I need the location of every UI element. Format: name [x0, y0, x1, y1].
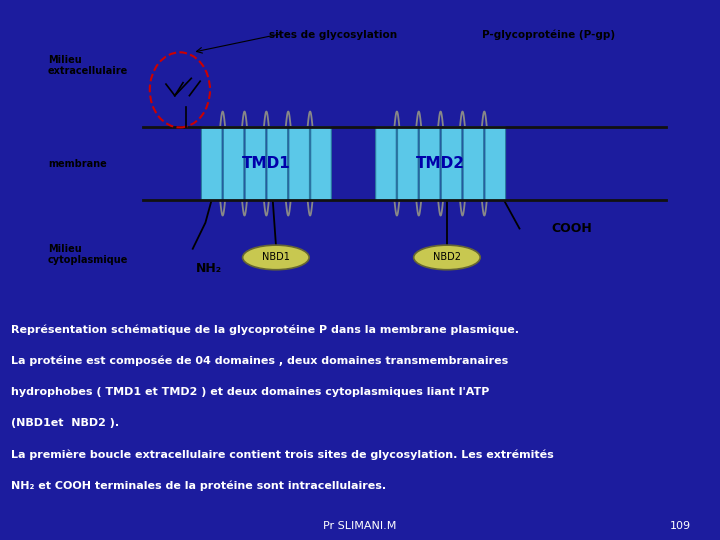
Text: hydrophobes ( TMD1 et TMD2 ) et deux domaines cytoplasmiques liant l'ATP: hydrophobes ( TMD1 et TMD2 ) et deux dom… [11, 387, 489, 397]
Ellipse shape [414, 245, 480, 269]
Text: Milieu
cytoplasmique: Milieu cytoplasmique [48, 244, 128, 265]
FancyBboxPatch shape [419, 126, 440, 200]
Text: (NBD1et  NBD2 ).: (NBD1et NBD2 ). [11, 418, 119, 428]
Text: membrane: membrane [48, 159, 107, 168]
FancyBboxPatch shape [441, 126, 462, 200]
Text: La première boucle extracellulaire contient trois sites de glycosylation. Les ex: La première boucle extracellulaire conti… [11, 449, 554, 460]
FancyBboxPatch shape [245, 126, 266, 200]
Text: sites de glycosylation: sites de glycosylation [269, 30, 397, 40]
Text: Milieu
extracellulaire: Milieu extracellulaire [48, 55, 128, 76]
Text: La protéine est composée de 04 domaines , deux domaines transmembranaires: La protéine est composée de 04 domaines … [11, 355, 508, 366]
Ellipse shape [243, 245, 309, 269]
Text: NH₂ et COOH terminales de la protéine sont intracellulaires.: NH₂ et COOH terminales de la protéine so… [11, 481, 386, 491]
Text: NBD1: NBD1 [262, 252, 290, 262]
Text: Pr SLIMANI.M: Pr SLIMANI.M [323, 521, 397, 531]
Text: NH₂: NH₂ [196, 262, 222, 275]
FancyBboxPatch shape [267, 126, 287, 200]
FancyBboxPatch shape [485, 126, 505, 200]
FancyBboxPatch shape [311, 126, 331, 200]
Text: TMD2: TMD2 [416, 156, 465, 171]
FancyBboxPatch shape [289, 126, 310, 200]
FancyBboxPatch shape [223, 126, 244, 200]
FancyBboxPatch shape [202, 126, 222, 200]
FancyBboxPatch shape [376, 126, 396, 200]
Text: COOH: COOH [552, 222, 592, 235]
Text: P-glycoprotéine (P-gp): P-glycoprotéine (P-gp) [482, 30, 615, 40]
Text: Représentation schématique de la glycoprotéine P dans la membrane plasmique.: Représentation schématique de la glycopr… [11, 324, 519, 335]
Text: NBD2: NBD2 [433, 252, 461, 262]
FancyBboxPatch shape [463, 126, 484, 200]
Text: 109: 109 [670, 521, 691, 531]
FancyBboxPatch shape [397, 126, 418, 200]
Text: TMD1: TMD1 [242, 156, 291, 171]
